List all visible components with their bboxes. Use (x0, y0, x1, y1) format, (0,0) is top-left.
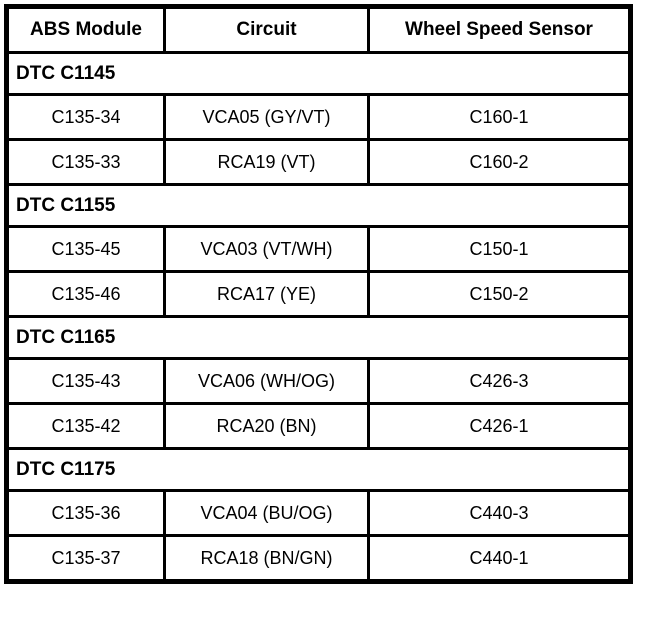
abs-module-pin: C135-33 (5, 138, 166, 186)
abs-module-pin: C135-34 (5, 93, 166, 141)
circuit-id: VCA05 (GY/VT) (163, 93, 370, 141)
wheel-speed-sensor-pin: C440-1 (367, 534, 632, 583)
dtc-section-header: DTC C1165 (5, 315, 632, 360)
abs-module-pin: C135-36 (5, 489, 166, 537)
column-header-circuit: Circuit (163, 5, 370, 54)
dtc-circuit-table: ABS Module Circuit Wheel Speed Sensor DT… (4, 4, 633, 584)
abs-module-pin: C135-43 (5, 357, 166, 405)
table-row: C135-43 VCA06 (WH/OG) C426-3 (5, 357, 632, 405)
header-row: ABS Module Circuit Wheel Speed Sensor (5, 5, 632, 54)
dtc-section-header: DTC C1155 (5, 183, 632, 228)
column-header-abs-module: ABS Module (5, 5, 166, 54)
abs-module-pin: C135-37 (5, 534, 166, 583)
table-row: C135-37 RCA18 (BN/GN) C440-1 (5, 534, 632, 583)
table-row: C135-33 RCA19 (VT) C160-2 (5, 138, 632, 186)
circuit-id: VCA03 (VT/WH) (163, 225, 370, 273)
wheel-speed-sensor-pin: C160-1 (367, 93, 632, 141)
table-row: C135-34 VCA05 (GY/VT) C160-1 (5, 93, 632, 141)
circuit-id: RCA20 (BN) (163, 402, 370, 450)
circuit-id: RCA17 (YE) (163, 270, 370, 318)
table-row: C135-45 VCA03 (VT/WH) C150-1 (5, 225, 632, 273)
table-row: C135-36 VCA04 (BU/OG) C440-3 (5, 489, 632, 537)
dtc-code-label: DTC C1175 (5, 447, 632, 492)
dtc-section-header: DTC C1145 (5, 51, 632, 96)
wheel-speed-sensor-pin: C160-2 (367, 138, 632, 186)
column-header-wheel-speed-sensor: Wheel Speed Sensor (367, 5, 632, 54)
dtc-section-header: DTC C1175 (5, 447, 632, 492)
dtc-code-label: DTC C1155 (5, 183, 632, 228)
abs-module-pin: C135-45 (5, 225, 166, 273)
abs-module-pin: C135-46 (5, 270, 166, 318)
wheel-speed-sensor-pin: C426-1 (367, 402, 632, 450)
table-row: C135-46 RCA17 (YE) C150-2 (5, 270, 632, 318)
circuit-id: RCA19 (VT) (163, 138, 370, 186)
dtc-code-label: DTC C1145 (5, 51, 632, 96)
wheel-speed-sensor-pin: C150-1 (367, 225, 632, 273)
wheel-speed-sensor-pin: C426-3 (367, 357, 632, 405)
circuit-id: RCA18 (BN/GN) (163, 534, 370, 583)
table-row: C135-42 RCA20 (BN) C426-1 (5, 402, 632, 450)
circuit-id: VCA06 (WH/OG) (163, 357, 370, 405)
circuit-id: VCA04 (BU/OG) (163, 489, 370, 537)
wheel-speed-sensor-pin: C440-3 (367, 489, 632, 537)
abs-module-pin: C135-42 (5, 402, 166, 450)
dtc-code-label: DTC C1165 (5, 315, 632, 360)
wheel-speed-sensor-pin: C150-2 (367, 270, 632, 318)
